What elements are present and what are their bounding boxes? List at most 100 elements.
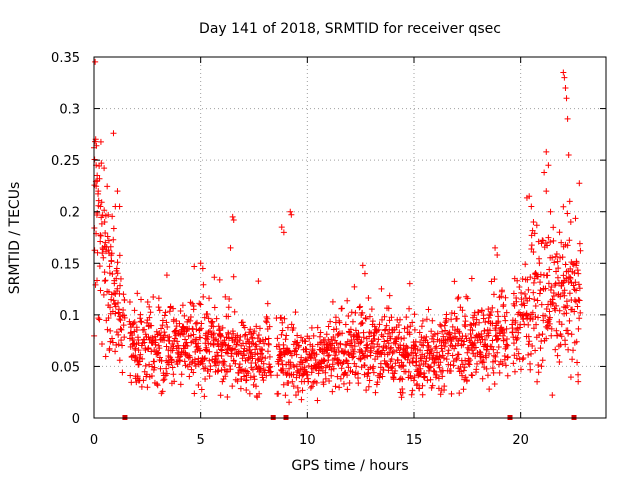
data-point — [460, 341, 467, 348]
data-points — [91, 58, 584, 406]
data-point — [503, 341, 510, 348]
data-point — [366, 377, 373, 384]
data-point — [260, 360, 267, 367]
data-point — [501, 329, 508, 336]
data-point — [381, 313, 388, 320]
data-point — [146, 303, 153, 310]
data-point — [226, 362, 233, 369]
data-point — [443, 356, 450, 363]
data-point — [433, 343, 440, 350]
data-point — [100, 291, 107, 298]
data-point — [187, 314, 194, 321]
data-point — [211, 304, 218, 311]
data-point — [340, 380, 347, 387]
data-point — [462, 323, 469, 330]
data-point — [101, 165, 108, 172]
data-point — [502, 362, 509, 369]
data-point — [495, 318, 502, 325]
data-point — [543, 335, 550, 342]
data-point — [521, 302, 528, 309]
data-point — [256, 325, 263, 332]
data-point — [530, 249, 537, 256]
data-point — [136, 354, 143, 361]
data-point — [468, 275, 475, 282]
data-point — [560, 69, 567, 76]
data-point — [513, 346, 520, 353]
data-point — [206, 348, 213, 355]
data-point — [542, 285, 549, 292]
data-point — [471, 340, 478, 347]
data-point — [395, 322, 402, 329]
data-point — [462, 333, 469, 340]
data-point — [449, 323, 456, 330]
data-point — [293, 363, 300, 370]
data-point — [204, 310, 211, 317]
data-point — [163, 272, 170, 279]
data-point — [230, 273, 237, 280]
data-point — [282, 392, 289, 399]
data-point — [259, 374, 266, 381]
data-point — [108, 296, 115, 303]
data-point — [407, 372, 414, 379]
data-point — [513, 355, 520, 362]
data-point — [571, 269, 578, 276]
data-point — [451, 278, 458, 285]
data-point — [565, 151, 572, 158]
data-point — [170, 371, 177, 378]
data-point — [242, 331, 249, 338]
data-point — [359, 262, 366, 269]
data-point — [184, 326, 191, 333]
data-point — [242, 377, 249, 384]
data-point — [325, 337, 332, 344]
data-point — [417, 347, 424, 354]
data-point — [490, 369, 497, 376]
data-point — [279, 327, 286, 334]
data-point — [453, 315, 460, 322]
data-point — [121, 296, 128, 303]
data-point — [561, 287, 568, 294]
data-point — [552, 346, 559, 353]
data-point — [553, 302, 560, 309]
data-point — [521, 321, 528, 328]
data-point — [535, 314, 542, 321]
data-point — [329, 388, 336, 395]
data-point — [230, 216, 237, 223]
data-point — [575, 270, 582, 277]
data-point — [434, 330, 441, 337]
data-point — [433, 371, 440, 378]
data-point — [200, 293, 207, 300]
data-point — [364, 373, 371, 380]
data-point — [573, 338, 580, 345]
data-point — [481, 327, 488, 334]
data-point — [486, 327, 493, 334]
data-point — [351, 348, 358, 355]
data-point — [355, 370, 362, 377]
data-point — [222, 293, 229, 300]
data-point — [210, 330, 217, 337]
data-point — [108, 250, 115, 257]
data-point — [265, 341, 272, 348]
data-point — [391, 370, 398, 377]
data-point — [110, 236, 117, 243]
data-point — [243, 377, 250, 384]
data-point — [252, 351, 259, 358]
data-point — [573, 262, 580, 269]
data-point — [398, 394, 405, 401]
data-point — [224, 367, 231, 374]
data-point — [213, 349, 220, 356]
data-point — [483, 365, 490, 372]
data-point — [198, 386, 205, 393]
data-point — [536, 260, 543, 267]
axis-ticks — [93, 56, 606, 419]
data-point — [360, 334, 367, 341]
data-point — [181, 358, 188, 365]
data-point — [278, 331, 285, 338]
data-point — [514, 277, 521, 284]
data-point — [339, 330, 346, 337]
data-point — [332, 314, 339, 321]
data-point — [467, 330, 474, 337]
data-point — [463, 378, 470, 385]
data-point — [554, 258, 561, 265]
data-point — [552, 280, 559, 287]
data-point — [448, 390, 455, 397]
